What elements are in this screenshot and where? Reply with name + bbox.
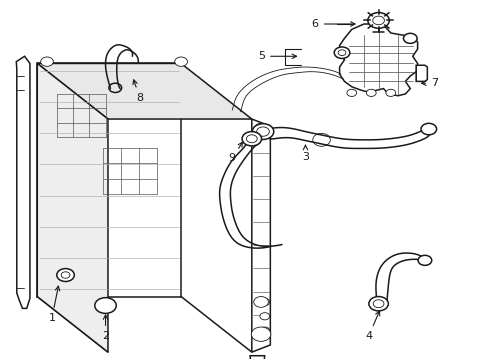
Polygon shape [251, 119, 270, 352]
Text: 6: 6 [311, 19, 354, 29]
Text: 4: 4 [365, 311, 379, 341]
Polygon shape [16, 56, 30, 309]
Text: 1: 1 [48, 286, 60, 323]
Polygon shape [37, 63, 181, 297]
Text: 2: 2 [102, 315, 109, 341]
Polygon shape [339, 24, 417, 96]
Text: 8: 8 [133, 80, 143, 103]
Polygon shape [415, 65, 427, 81]
Circle shape [368, 297, 387, 311]
Circle shape [41, 57, 53, 66]
Text: 7: 7 [421, 78, 437, 88]
Polygon shape [249, 356, 264, 360]
Circle shape [260, 313, 269, 320]
Text: 3: 3 [301, 145, 308, 162]
Circle shape [252, 124, 273, 139]
Circle shape [346, 89, 356, 96]
Circle shape [253, 297, 268, 307]
Circle shape [417, 255, 431, 265]
Circle shape [333, 47, 349, 58]
Circle shape [403, 33, 416, 43]
Circle shape [260, 298, 269, 306]
Circle shape [260, 327, 269, 334]
Text: 5: 5 [258, 51, 296, 61]
Polygon shape [37, 63, 108, 352]
Circle shape [174, 57, 187, 66]
Circle shape [385, 89, 395, 96]
Circle shape [251, 327, 270, 341]
Text: 9: 9 [228, 142, 242, 163]
Circle shape [95, 298, 116, 314]
Circle shape [366, 89, 375, 96]
Polygon shape [37, 63, 251, 119]
Circle shape [420, 123, 436, 135]
Circle shape [242, 132, 261, 146]
Circle shape [367, 13, 388, 28]
Circle shape [57, 269, 74, 282]
Circle shape [254, 123, 267, 133]
